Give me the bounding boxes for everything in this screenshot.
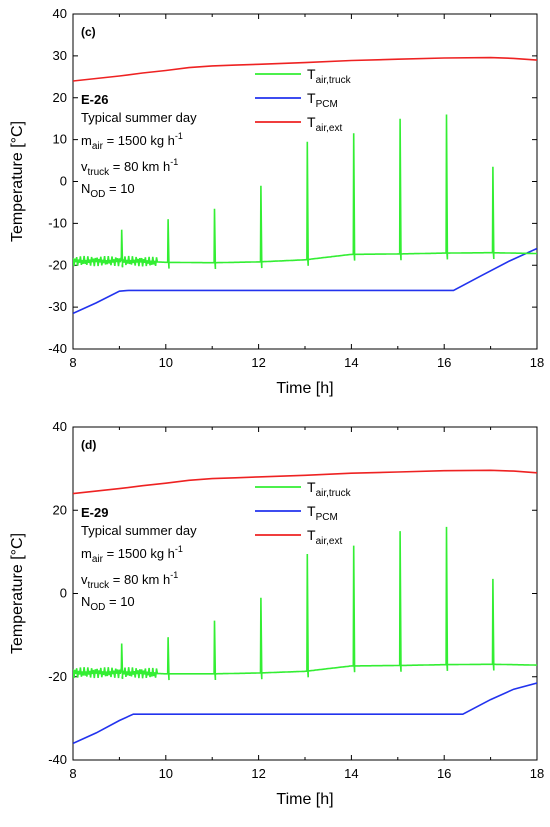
y-tick-label: 40 [53, 6, 67, 21]
legend-entry: TPCM [307, 90, 338, 110]
info-symbol: N [81, 594, 90, 609]
legend-symbol: T [307, 527, 316, 543]
series-group [73, 469, 537, 745]
info-truck-speed: vtruck = 80 km h-1 [81, 570, 178, 591]
y-tick-label: -10 [48, 215, 67, 230]
info-day: Typical summer day [81, 523, 197, 538]
chart-panel-c: -40 -30 -20 -10 0 10 20 30 40 8 10 12 14 16 18 Time [h]… [9, 6, 544, 397]
plot-frame [72, 426, 538, 761]
info-truck-speed: vtruck = 80 km h-1 [81, 157, 178, 178]
info-day: Typical summer day [81, 110, 197, 125]
legend-subscript: PCM [316, 512, 338, 523]
info-subscript: air [92, 141, 104, 152]
info-door-openings: NOD = 10 [81, 181, 135, 200]
legend-entry: TPCM [307, 503, 338, 523]
y-tick-label: -40 [48, 341, 67, 356]
x-tick-label: 12 [251, 355, 265, 370]
y-tick-label: 20 [53, 90, 67, 105]
x-tick-label: 16 [437, 355, 451, 370]
case-id: E-29 [81, 505, 108, 520]
panel-label: (c) [81, 25, 96, 39]
info-symbol: m [81, 546, 92, 561]
legend-subscript: air,ext [316, 536, 343, 547]
x-tick-label: 8 [69, 355, 76, 370]
legend-symbol: T [307, 114, 316, 130]
info-subscript: truck [88, 167, 111, 178]
x-tick-label: 14 [344, 766, 358, 781]
info-exponent: -1 [175, 131, 183, 141]
info-symbol: m [81, 133, 92, 148]
series-line-air-truck [73, 526, 537, 681]
y-tick-label: 30 [53, 48, 67, 63]
y-tick-label: 10 [53, 132, 67, 147]
x-axis-label: Time [h] [276, 791, 333, 808]
info-symbol: v [81, 159, 88, 174]
y-tick-label: -40 [48, 752, 67, 767]
y-tick-label: 0 [60, 174, 67, 189]
info-door-openings: NOD = 10 [81, 594, 135, 613]
info-subscript: truck [88, 580, 111, 591]
info-exponent: -1 [175, 544, 183, 554]
legend-subscript: PCM [316, 99, 338, 110]
x-tick-label: 12 [251, 766, 265, 781]
legend-symbol: T [307, 503, 316, 519]
legend-subscript: air,truck [316, 488, 352, 499]
y-tick-label: -20 [48, 257, 67, 272]
legend-entry: Tair,ext [307, 527, 342, 547]
series-line-pcm [73, 682, 537, 745]
legend-subscript: air,truck [316, 75, 352, 86]
info-mass-flow: mair = 1500 kg h-1 [81, 131, 183, 152]
panel-label: (d) [81, 438, 96, 452]
x-tick-label: 18 [530, 355, 544, 370]
legend-entry: Tair,ext [307, 114, 342, 134]
info-subscript: air [92, 554, 104, 565]
y-axis-label: Temperature [°C] [9, 121, 26, 242]
y-tick-label: -20 [48, 669, 67, 684]
y-tick-label: 0 [60, 586, 67, 601]
legend-entry: Tair,truck [307, 479, 352, 499]
y-tick-label: -30 [48, 299, 67, 314]
chart-panel-d: -40 -20 0 20 40 8 10 12 14 16 18 Time [h] Temperatur… [9, 419, 544, 808]
legend-subscript: air,ext [316, 123, 343, 134]
y-tick-label: 40 [53, 419, 67, 434]
info-symbol: N [81, 181, 90, 196]
x-tick-label: 16 [437, 766, 451, 781]
plot-frame [72, 13, 538, 350]
case-id: E-26 [81, 92, 108, 107]
info-mass-flow: mair = 1500 kg h-1 [81, 544, 183, 565]
series-line-air-ext [73, 469, 537, 495]
x-tick-label: 10 [159, 766, 173, 781]
series-line-pcm [73, 247, 537, 315]
legend-symbol: T [307, 479, 316, 495]
info-exponent: -1 [170, 570, 178, 580]
info-symbol: v [81, 572, 88, 587]
x-tick-label: 10 [159, 355, 173, 370]
info-exponent: -1 [170, 157, 178, 167]
x-tick-label: 8 [69, 766, 76, 781]
info-value: = 10 [105, 594, 134, 609]
legend-symbol: T [307, 66, 316, 82]
info-subscript: OD [90, 602, 105, 613]
info-subscript: OD [90, 189, 105, 200]
legend-entry: Tair,truck [307, 66, 352, 86]
y-axis-label: Temperature [°C] [9, 533, 26, 654]
legend-symbol: T [307, 90, 316, 106]
info-value: = 10 [105, 181, 134, 196]
info-value: = 80 km h [109, 159, 170, 174]
x-tick-label: 18 [530, 766, 544, 781]
info-value: = 1500 kg h [103, 546, 175, 561]
series-line-air-ext [73, 56, 537, 82]
series-group [73, 56, 537, 315]
y-tick-label: 20 [53, 502, 67, 517]
info-value: = 80 km h [109, 572, 170, 587]
x-tick-label: 14 [344, 355, 358, 370]
series-line-air-truck [73, 114, 537, 270]
info-value: = 1500 kg h [103, 133, 175, 148]
x-axis-label: Time [h] [276, 380, 333, 397]
